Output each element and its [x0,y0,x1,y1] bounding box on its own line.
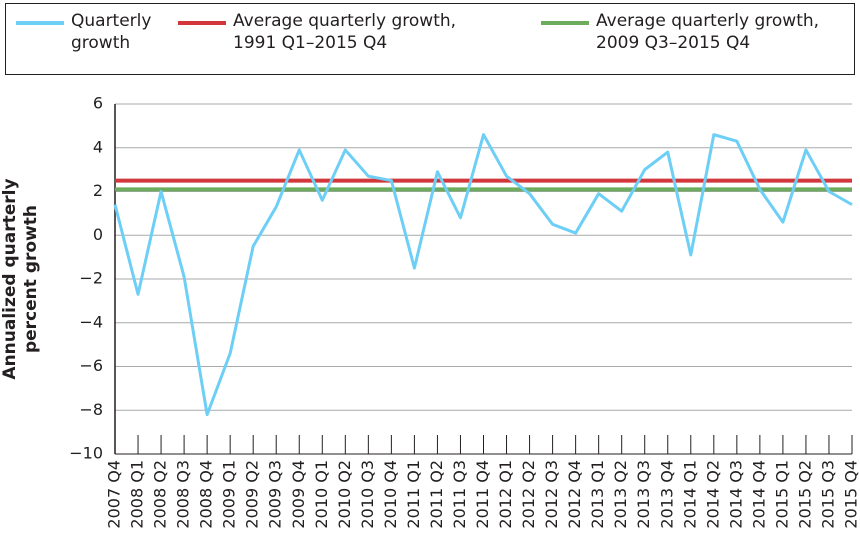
x-tick-label: 2015 Q4 [842,460,860,529]
x-tick-label: 2012 Q3 [542,460,561,529]
x-tick-label: 2010 Q3 [358,460,377,529]
x-tick-label: 2009 Q2 [243,460,262,529]
x-tick-label: 2014 Q2 [703,460,722,529]
x-tick-label: 2009 Q3 [266,460,285,529]
x-tick-label: 2012 Q2 [519,460,538,529]
x-tick-label: 2013 Q3 [634,460,653,529]
legend-label: Quarterly growth [71,11,152,53]
x-tick-label: 2012 Q1 [496,460,515,529]
x-tick-label: 2011 Q1 [404,460,423,529]
x-tick-label: 2013 Q4 [657,460,676,529]
x-tick-label: 2010 Q4 [381,460,400,529]
x-tick-label: 2015 Q2 [795,460,814,529]
legend-label: Average quarterly growth, 1991 Q1–2015 Q… [233,11,457,53]
x-tick-label: 2007 Q4 [105,460,124,529]
y-tick-label: −2 [79,269,103,288]
x-tick-label: 2014 Q4 [749,460,768,529]
y-tick-label: 2 [93,181,103,200]
x-tick-label: 2008 Q2 [151,460,170,529]
x-tick-label: 2015 Q1 [772,460,791,529]
data-line [113,133,853,417]
legend: Quarterly growth Average quarterly growth… [5,3,855,75]
x-tick-label: 2011 Q4 [473,460,492,529]
legend-entry: Average quarterly growth, 1991 Q1–2015 Q… [178,10,503,54]
y-tick-label: −8 [79,400,103,419]
x-tick-label: 2008 Q3 [174,460,193,529]
x-tick-label: 2009 Q4 [289,460,308,529]
legend-entry: Average quarterly growth, 2009 Q3–2015 Q… [541,10,860,54]
x-tick-label: 2011 Q2 [427,460,446,529]
y-tick-label: 6 [93,94,103,113]
y-tick-label: −6 [79,356,103,375]
legend-swatch [16,21,64,25]
x-tick-label: 2008 Q4 [197,460,216,529]
x-tick-label: 2014 Q3 [726,460,745,529]
x-tick-label: 2013 Q2 [611,460,630,529]
x-tick-label: 2013 Q1 [588,460,607,529]
legend-label: Average quarterly growth, 2009 Q3–2015 Q… [596,11,820,53]
y-tick-label: −10 [69,444,103,463]
x-tick-label: 2010 Q2 [335,460,354,529]
x-tick-label: 2015 Q3 [818,460,837,529]
x-tick-label: 2008 Q1 [128,460,147,529]
x-tick-label: 2010 Q1 [312,460,331,529]
legend-swatch [178,21,226,25]
legend-swatch [541,21,589,25]
y-tick-label: −4 [79,312,103,331]
x-tick-label: 2009 Q1 [220,460,239,529]
y-tick-label: 4 [93,137,103,156]
x-tick-label: 2014 Q1 [680,460,699,529]
legend-entry: Quarterly growth [16,10,191,54]
y-tick-label: 0 [93,225,103,244]
x-tick-label: 2011 Q3 [450,460,469,529]
x-tick-label: 2012 Q4 [565,460,584,529]
